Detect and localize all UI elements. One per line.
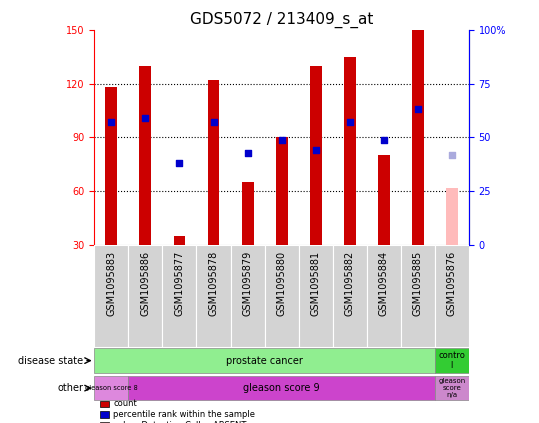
Point (107, 119, 116, 126)
Bar (367, 245, 401, 347)
Bar (435, 348, 469, 373)
Point (141, 115, 150, 121)
Bar (94, 376, 128, 401)
Point (447, 151, 456, 158)
Bar (265, 245, 299, 347)
Bar (94, 245, 128, 347)
Bar (140, 66, 151, 245)
Text: gleason
score
n/a: gleason score n/a (438, 378, 466, 398)
Text: GSM1095886: GSM1095886 (140, 250, 150, 316)
Bar (106, 87, 118, 245)
Point (379, 136, 388, 143)
Bar (197, 245, 231, 347)
Bar (128, 376, 435, 401)
Text: GSM1095878: GSM1095878 (209, 250, 218, 316)
Bar (162, 245, 197, 347)
Bar (241, 182, 253, 245)
Point (243, 149, 252, 156)
Bar (208, 80, 219, 245)
Bar (299, 245, 333, 347)
Text: prostate cancer: prostate cancer (226, 356, 303, 365)
Bar (435, 245, 469, 347)
Text: count: count (113, 399, 137, 409)
Text: gleason score 8: gleason score 8 (85, 385, 138, 391)
Point (175, 160, 184, 167)
Bar (310, 66, 322, 245)
Text: GSM1095876: GSM1095876 (447, 250, 457, 316)
Bar (344, 57, 356, 245)
Title: GDS5072 / 213409_s_at: GDS5072 / 213409_s_at (190, 12, 374, 28)
Bar (174, 236, 185, 245)
Point (209, 119, 218, 126)
Bar (435, 376, 469, 401)
Text: other: other (58, 383, 84, 393)
Text: disease state: disease state (18, 356, 84, 365)
Text: GSM1095877: GSM1095877 (175, 250, 184, 316)
Bar (446, 188, 458, 245)
Text: contro
l: contro l (438, 351, 465, 370)
Text: GSM1095884: GSM1095884 (379, 250, 389, 316)
Text: GSM1095879: GSM1095879 (243, 250, 253, 316)
Bar (333, 245, 367, 347)
Point (345, 119, 354, 126)
Text: GSM1095883: GSM1095883 (106, 250, 116, 316)
Text: GSM1095881: GSM1095881 (310, 250, 321, 316)
Text: GSM1095882: GSM1095882 (345, 250, 355, 316)
Text: value, Detection Call = ABSENT: value, Detection Call = ABSENT (113, 420, 246, 423)
Text: gleason score 9: gleason score 9 (243, 383, 320, 393)
Point (278, 136, 286, 143)
Bar (275, 137, 288, 245)
Text: percentile rank within the sample: percentile rank within the sample (113, 410, 255, 419)
Bar (231, 245, 265, 347)
Text: GSM1095885: GSM1095885 (413, 250, 423, 316)
Point (413, 106, 422, 113)
Bar (412, 30, 424, 245)
Text: GSM1095880: GSM1095880 (277, 250, 287, 316)
Bar (401, 245, 435, 347)
Bar (378, 156, 390, 245)
Point (312, 147, 320, 154)
Bar (128, 245, 162, 347)
